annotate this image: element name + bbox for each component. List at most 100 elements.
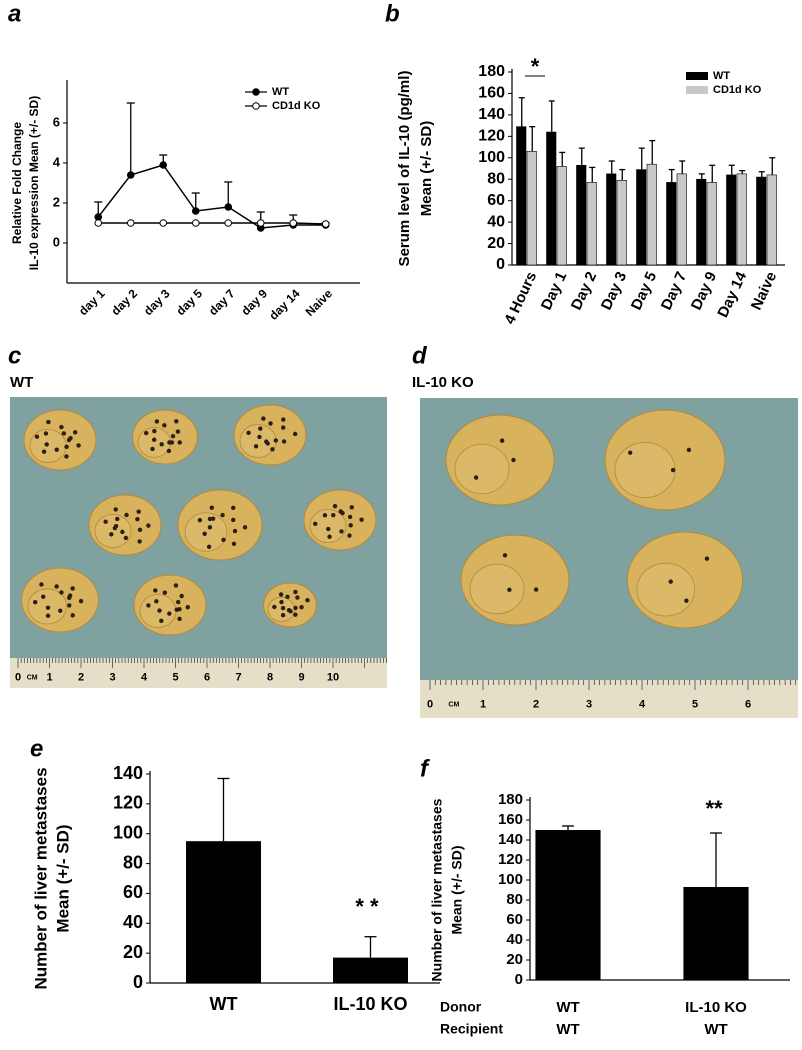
- metastasis: [206, 544, 212, 550]
- metastasis: [668, 579, 673, 584]
- y-tick-label: 120: [478, 128, 505, 145]
- bar: [576, 164, 587, 266]
- bar: [516, 126, 527, 266]
- metastasis: [313, 521, 318, 527]
- metastasis: [54, 447, 59, 452]
- bar: [696, 178, 707, 266]
- metastasis: [197, 517, 203, 523]
- ruler-label: 0: [15, 671, 21, 683]
- panel-letter: b: [385, 0, 400, 27]
- ruler-label: 1: [46, 671, 52, 683]
- metastasis: [137, 527, 143, 533]
- x-tick-label: day 5: [174, 286, 206, 318]
- metastasis: [169, 440, 175, 445]
- marker: [224, 219, 233, 227]
- metastasis: [242, 525, 248, 530]
- metastasis: [103, 519, 108, 524]
- metastasis: [153, 588, 158, 593]
- x-tick-label: day 3: [141, 286, 173, 318]
- metastasis: [45, 605, 51, 610]
- metastasis: [338, 509, 343, 514]
- metastasis: [332, 503, 338, 509]
- bar: [766, 174, 777, 266]
- y-axis-label: Mean (+/- SD): [449, 845, 465, 934]
- y-tick-label: 0: [53, 234, 60, 249]
- metastasis: [175, 429, 181, 434]
- photo-title: WT: [10, 374, 33, 391]
- liver-lobe: [636, 562, 695, 617]
- y-tick-label: 120: [113, 793, 143, 813]
- metastasis: [209, 505, 215, 510]
- panel-letter: f: [420, 755, 430, 782]
- y-tick-label: 40: [487, 213, 505, 230]
- marker: [256, 219, 265, 227]
- ruler-label: 2: [533, 699, 539, 711]
- metastasis: [511, 457, 516, 463]
- metastasis: [231, 505, 236, 511]
- metastasis: [174, 419, 179, 424]
- x-tick-label: IL-10 KO: [333, 994, 407, 1014]
- y-axis-label: IL-10 expression Mean (+/- SD): [27, 96, 41, 270]
- y-tick-label: 20: [506, 951, 523, 968]
- metastasis: [684, 598, 689, 603]
- metastasis: [120, 529, 125, 535]
- metastasis: [123, 535, 129, 541]
- metastasis: [257, 434, 262, 440]
- metastasis: [533, 587, 539, 592]
- metastasis: [339, 529, 344, 534]
- x-tick-label: WT: [210, 994, 238, 1014]
- y-tick-label: 140: [498, 831, 523, 848]
- metastasis: [67, 603, 72, 608]
- x-tick-label: Day 1: [538, 269, 570, 312]
- metastasis: [627, 450, 633, 455]
- liver-lobe: [184, 512, 228, 552]
- metastasis: [68, 435, 73, 441]
- metastasis: [270, 447, 275, 452]
- metastasis: [167, 611, 172, 616]
- metastasis: [185, 604, 190, 610]
- y-tick-label: 80: [487, 170, 505, 187]
- x-tick-label: WT: [556, 999, 579, 1016]
- metastasis: [179, 593, 184, 599]
- marker: [159, 219, 168, 227]
- metastasis: [176, 599, 181, 605]
- series-line: [98, 222, 326, 225]
- bar: [683, 887, 749, 980]
- metastasis: [157, 608, 162, 613]
- metastasis: [64, 444, 69, 450]
- metastasis: [146, 603, 151, 608]
- metastasis: [292, 431, 298, 437]
- metastasis: [159, 618, 164, 624]
- ruler: [10, 658, 387, 688]
- annotation: **: [705, 796, 723, 821]
- metastasis: [150, 446, 155, 452]
- metastasis: [281, 417, 286, 422]
- panel-letter: d: [412, 342, 428, 369]
- metastasis: [331, 513, 336, 518]
- bar: [535, 830, 601, 980]
- metastasis: [295, 595, 300, 600]
- ruler-label: 4: [141, 671, 148, 683]
- ruler: [420, 680, 798, 718]
- marker: [126, 219, 135, 227]
- metastasis: [146, 523, 151, 528]
- metastasis: [70, 613, 75, 618]
- y-tick-label: 40: [123, 912, 143, 932]
- y-tick-label: 0: [133, 972, 143, 992]
- metastasis: [135, 516, 140, 522]
- y-tick-label: 60: [506, 911, 523, 928]
- metastasis: [173, 583, 179, 588]
- metastasis: [137, 539, 142, 544]
- row-label: Donor: [440, 999, 482, 1015]
- metastasis: [281, 439, 287, 444]
- y-tick-label: 160: [498, 811, 523, 828]
- bar: [676, 173, 687, 266]
- marker: [94, 219, 103, 227]
- metastasis: [70, 586, 75, 591]
- liver-lobe: [469, 563, 525, 615]
- x-tick-label: Naive: [748, 269, 780, 312]
- marker: [159, 161, 168, 169]
- liver-lobe: [454, 443, 510, 495]
- panel-letter: a: [8, 0, 21, 27]
